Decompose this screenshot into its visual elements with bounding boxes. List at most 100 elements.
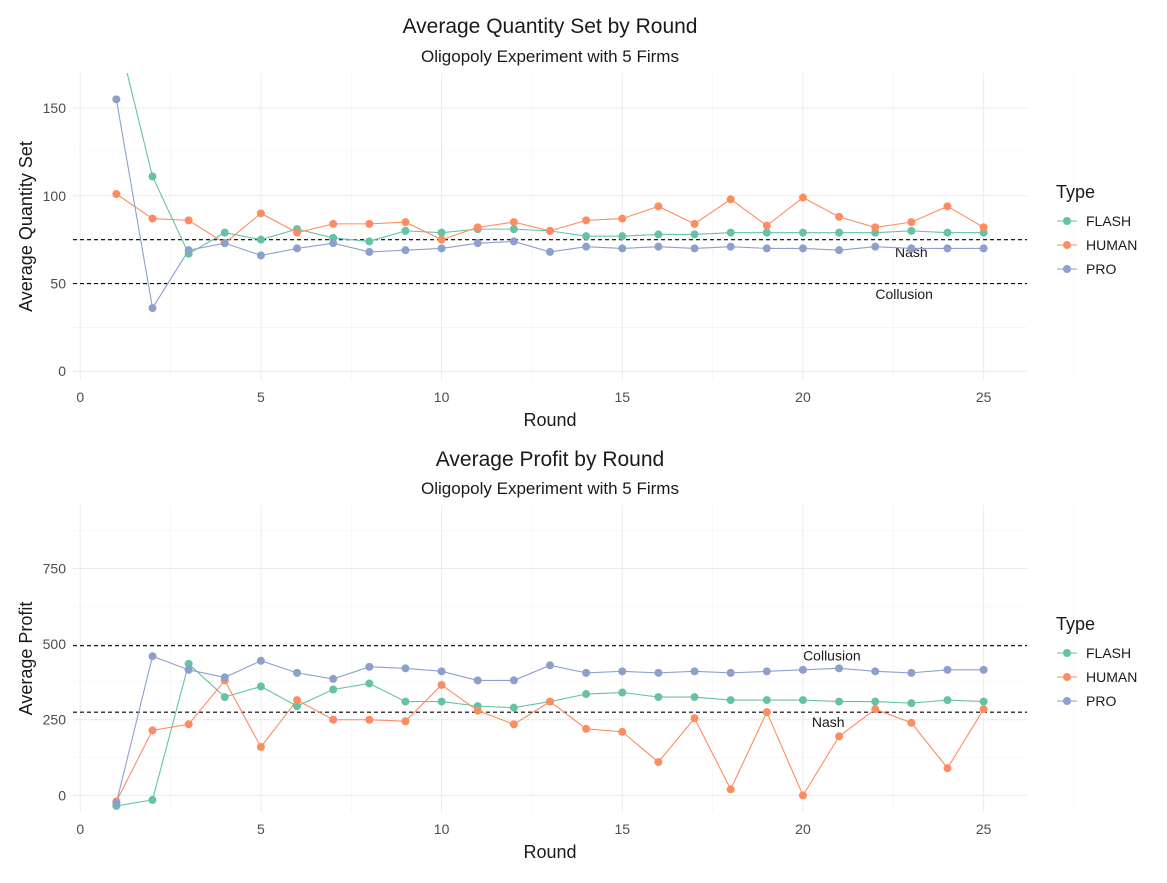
data-point-pro [979,665,988,674]
y-tick-label: 150 [43,100,67,116]
data-point-human [943,764,952,773]
data-point-pro [293,244,302,253]
data-point-human [582,724,591,733]
data-point-human [184,216,193,225]
series-group [112,652,988,810]
data-point-flash [618,688,627,697]
data-point-pro [618,667,627,676]
data-point-pro [184,665,193,674]
data-point-pro [943,665,952,674]
chart-title: Average Profit by Round [436,448,664,471]
legend-title: Type [1056,182,1095,202]
data-point-human [437,680,446,689]
data-point-human [148,726,157,735]
chart-subtitle: Oligopoly Experiment with 5 Firms [421,479,679,498]
data-point-human [401,218,410,227]
data-point-human [148,214,157,223]
data-point-flash [690,230,699,239]
legend-label-human: HUMAN [1086,669,1137,685]
gridlines [73,73,1075,380]
data-point-human [943,202,952,211]
data-point-human [509,218,518,227]
data-point-pro [871,667,880,676]
legend-key-point-flash [1063,217,1071,225]
data-point-flash [256,682,265,691]
data-point-pro [365,247,374,256]
data-point-pro [618,244,627,253]
data-point-pro [509,237,518,246]
data-point-human [979,223,988,232]
data-point-human [798,791,807,800]
data-point-pro [546,661,554,670]
legend-key-point-human [1063,241,1071,249]
data-point-pro [437,244,446,253]
data-point-flash [582,690,591,699]
data-point-human [473,706,482,715]
data-point-flash [256,235,265,244]
data-point-pro [690,667,699,676]
x-tick-label: 20 [795,389,811,405]
data-point-human [726,195,735,204]
legend: Type FLASH HUMAN PRO [1056,182,1137,277]
data-point-human [762,708,771,717]
legend-title: Type [1056,614,1095,634]
data-point-pro [184,246,193,255]
gridlines [73,505,1075,812]
data-point-pro [835,664,844,673]
data-point-pro [690,244,699,253]
data-point-pro [220,239,229,248]
series-group [112,25,988,313]
legend-key-point-flash [1063,649,1071,657]
data-point-flash [762,228,771,237]
data-point-human [798,193,807,202]
data-point-human [293,228,302,237]
data-point-flash [365,237,374,246]
data-point-pro [546,247,554,256]
series-line-pro [115,99,984,310]
legend-label-pro: PRO [1086,693,1116,709]
data-point-human [329,219,338,228]
data-point-pro [473,239,482,248]
data-point-flash [293,702,302,711]
x-tick-label: 10 [434,821,450,837]
annotation-collusion: Collusion [803,648,861,664]
data-point-pro [112,95,121,104]
data-point-flash [329,685,338,694]
data-point-pro [329,239,338,248]
data-point-pro [148,652,157,661]
data-point-human [184,720,193,729]
data-point-flash [907,226,916,235]
data-point-pro [293,668,302,677]
y-tick-label: 0 [58,787,66,803]
data-point-pro [509,676,518,685]
data-point-pro [798,665,807,674]
y-axis-title: Average Profit [16,602,36,716]
data-point-flash [220,228,229,237]
data-point-flash [871,697,880,706]
chart-title: Average Quantity Set by Round [403,15,698,38]
x-tick-label: 0 [76,389,84,405]
data-point-human [979,705,988,714]
data-point-pro [112,798,121,807]
data-point-flash [220,693,229,702]
data-point-flash [798,696,807,705]
legend-key-point-pro [1063,265,1071,273]
data-point-human [871,223,880,232]
data-point-flash [690,693,699,702]
data-point-flash [798,228,807,237]
data-point-flash [943,228,952,237]
data-point-pro [907,668,916,677]
y-tick-label: 250 [43,712,67,728]
data-point-pro [437,667,446,676]
data-point-human [509,720,518,729]
data-point-human [726,785,735,794]
data-point-flash [437,697,446,706]
x-tick-label: 25 [976,389,992,405]
legend-key-point-pro [1063,697,1071,705]
x-tick-label: 10 [434,389,450,405]
data-point-human [907,718,916,727]
data-point-flash [112,25,120,33]
data-point-flash [726,228,735,237]
data-point-pro [762,667,771,676]
